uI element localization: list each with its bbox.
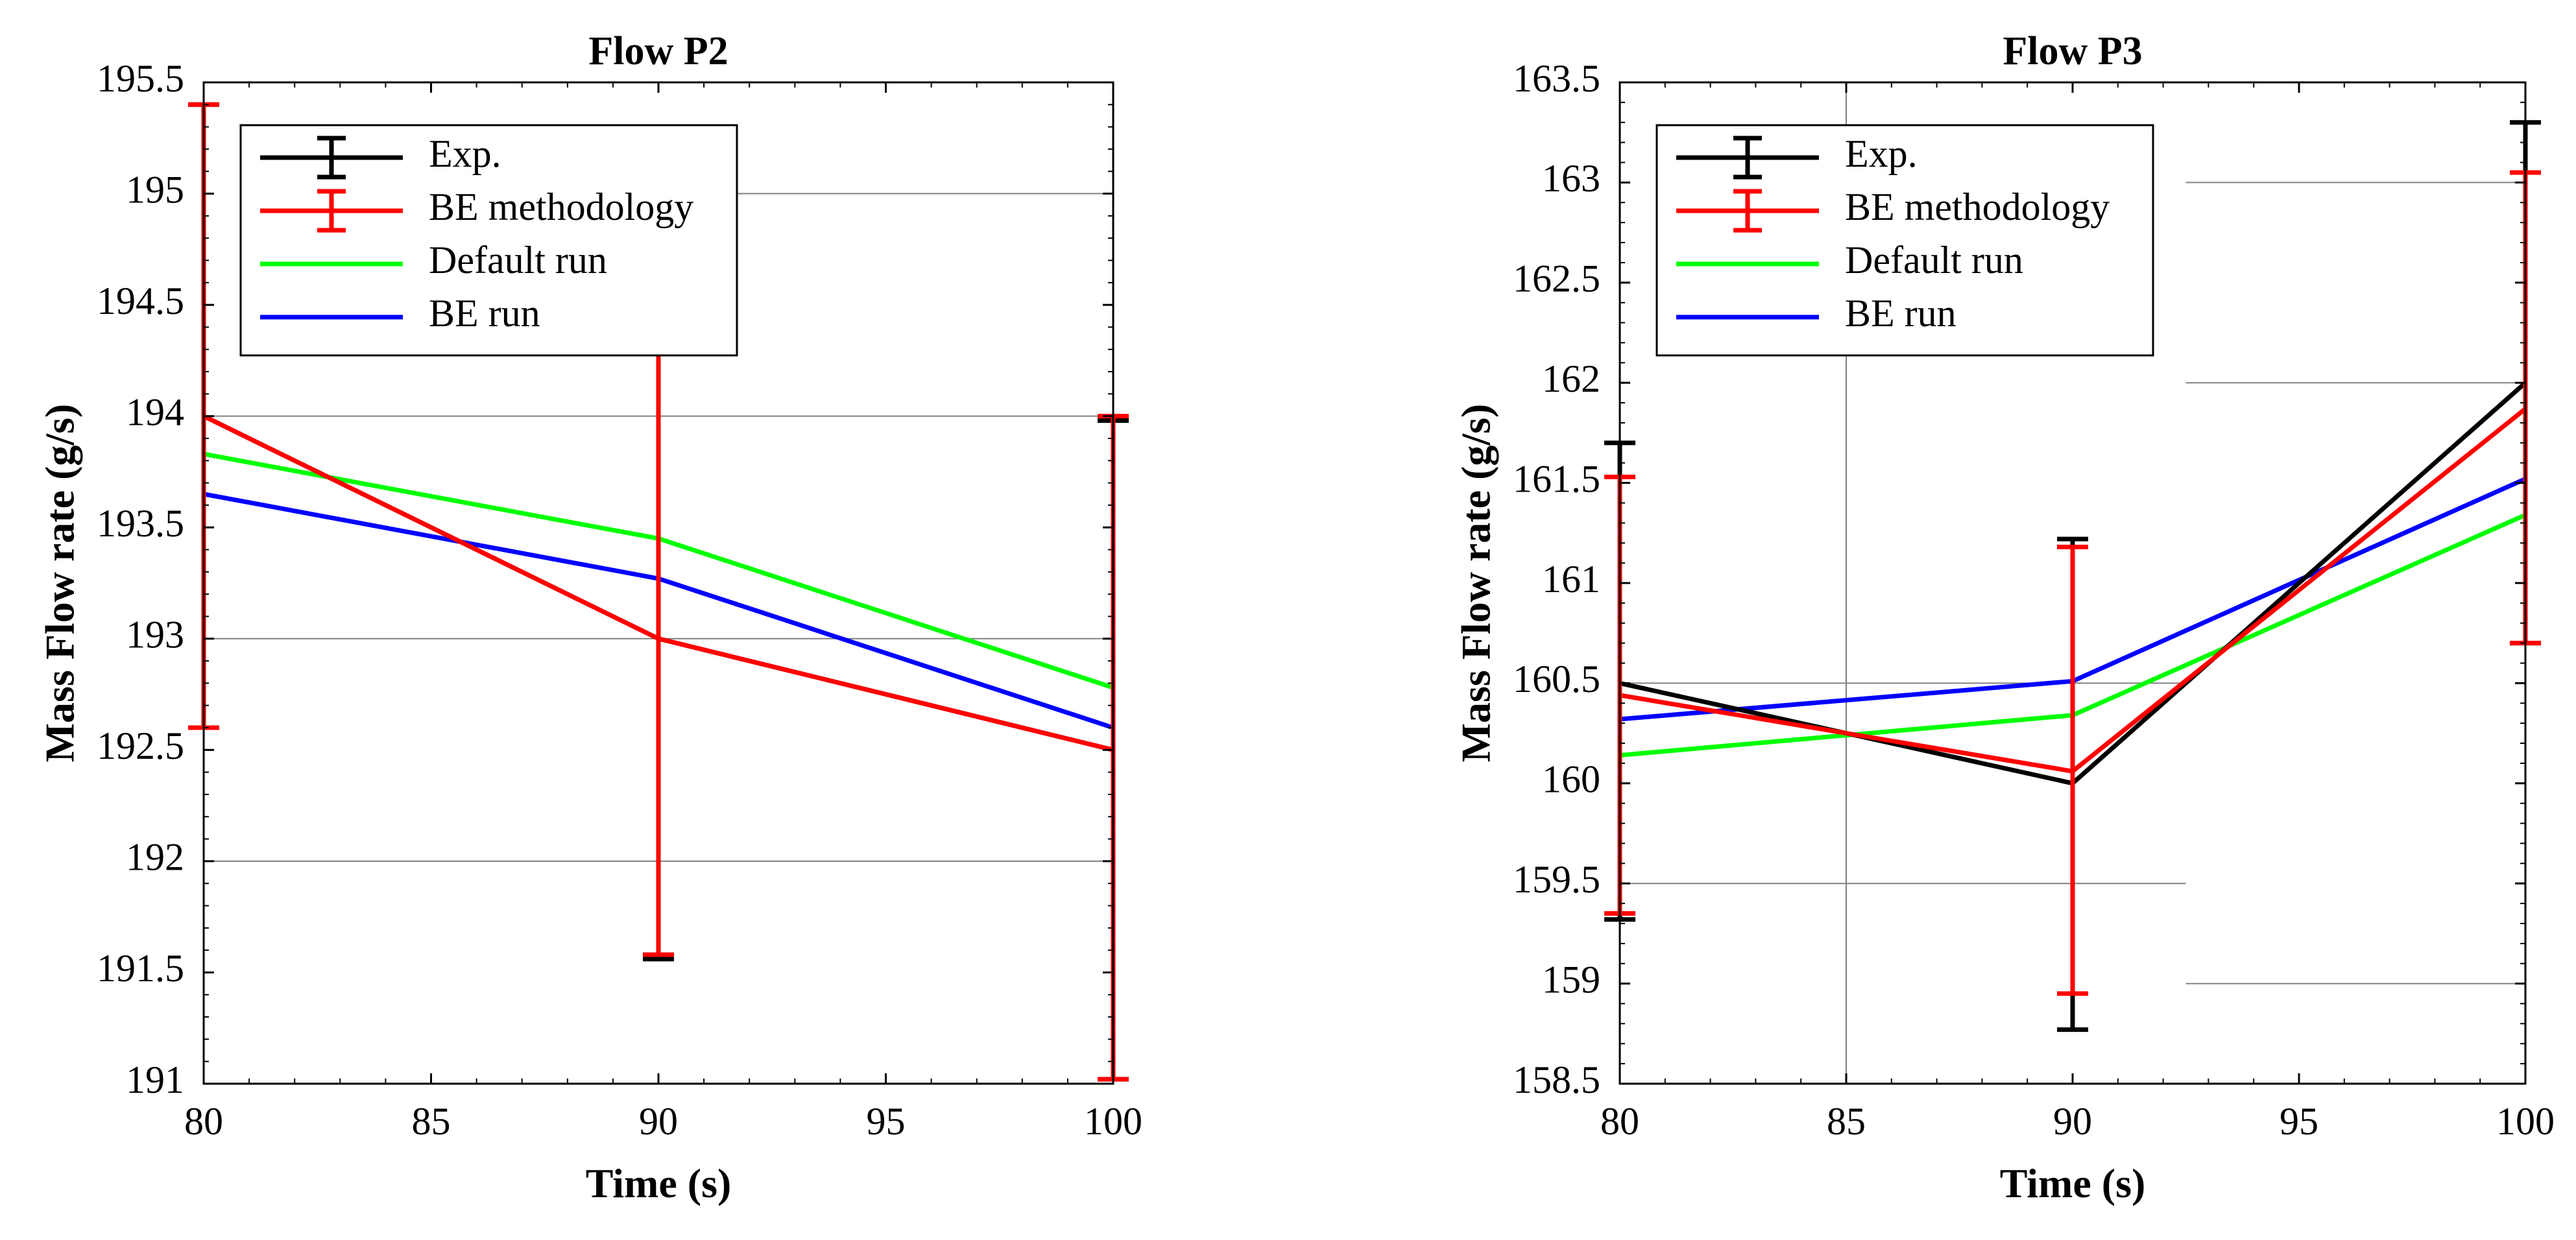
- legend-item: BE methodology: [260, 185, 693, 233]
- x-axis-label: Time (s): [2000, 1160, 2146, 1206]
- y-tick-label: 160.5: [1513, 658, 1600, 700]
- legend-item: Exp.: [260, 132, 501, 180]
- legend-label: BE run: [1845, 292, 1956, 335]
- legend-item: Default run: [260, 239, 607, 281]
- axes: 80 85 90 95 100 191 191.5 192 192.5 193 193.5 194 19…: [97, 57, 1142, 1143]
- legend-label: BE methodology: [429, 185, 693, 228]
- x-tick-label: 85: [412, 1100, 451, 1143]
- legend-label: Default run: [1845, 239, 2023, 281]
- legend-label: Default run: [429, 239, 607, 281]
- legend-label: Exp.: [429, 132, 501, 175]
- axes: 80 85 90 95 100 158.5 159 159.5 160 160.5 161 161.5…: [1513, 57, 2555, 1143]
- legend-label: BE run: [429, 292, 540, 335]
- x-tick-label: 80: [1600, 1100, 1639, 1143]
- y-tick-label: 159.5: [1513, 858, 1600, 901]
- x-tick-label: 95: [867, 1100, 906, 1143]
- chart-title: Flow P3: [2003, 29, 2142, 73]
- x-tick-label: 95: [2280, 1100, 2318, 1143]
- legend-item: BE methodology: [1676, 185, 2110, 233]
- legend-item: BE run: [1676, 292, 1956, 335]
- y-tick-label: 194.5: [97, 280, 184, 322]
- y-tick-label: 191: [126, 1058, 184, 1101]
- y-tick-label: 161: [1542, 558, 1600, 601]
- y-axis-label: Mass Flow rate (g/s): [37, 404, 83, 763]
- legend-item: Exp.: [1676, 132, 1918, 180]
- chart-flow-p3: Flow P3 Time (s) Mass Flow rate (g/s) 80…: [1453, 29, 2555, 1206]
- y-tick-label: 192.5: [97, 724, 184, 767]
- legend-item: BE run: [260, 292, 540, 335]
- y-tick-label: 193.5: [97, 502, 184, 545]
- x-tick-label: 90: [2053, 1100, 2092, 1143]
- x-axis-label: Time (s): [586, 1160, 732, 1206]
- x-tick-label: 90: [639, 1100, 678, 1143]
- y-tick-label: 162.5: [1513, 257, 1600, 300]
- y-tick-label: 163.5: [1513, 57, 1600, 100]
- y-tick-label: 158.5: [1513, 1058, 1600, 1101]
- chart-flow-p2: Flow P2 Time (s) Mass Flow rate (g/s) 80…: [37, 29, 1142, 1206]
- y-tick-label: 192: [126, 836, 184, 879]
- y-tick-label: 195: [126, 168, 184, 211]
- y-axis-label: Mass Flow rate (g/s): [1453, 404, 1499, 763]
- y-tick-label: 161.5: [1513, 457, 1600, 500]
- x-tick-label: 100: [2496, 1100, 2555, 1143]
- y-tick-label: 195.5: [97, 57, 184, 100]
- y-tick-label: 163: [1542, 157, 1600, 200]
- chart-title: Flow P2: [588, 29, 728, 73]
- x-tick-label: 80: [184, 1100, 223, 1143]
- legend: Exp. BE methodology Default run BE run: [1655, 124, 2154, 357]
- legend-label: Exp.: [1845, 132, 1918, 175]
- y-tick-label: 194: [126, 390, 184, 433]
- y-tick-label: 159: [1542, 958, 1600, 1001]
- legend: Exp. BE methodology Default run BE run: [239, 124, 738, 357]
- x-tick-label: 100: [1084, 1100, 1142, 1143]
- y-tick-label: 191.5: [97, 947, 184, 990]
- x-tick-label: 85: [1827, 1100, 1866, 1143]
- y-tick-label: 193: [126, 614, 184, 656]
- legend-item: Default run: [1676, 239, 2023, 281]
- y-tick-label: 160: [1542, 758, 1600, 801]
- legend-label: BE methodology: [1845, 185, 2110, 228]
- y-tick-label: 162: [1542, 357, 1600, 400]
